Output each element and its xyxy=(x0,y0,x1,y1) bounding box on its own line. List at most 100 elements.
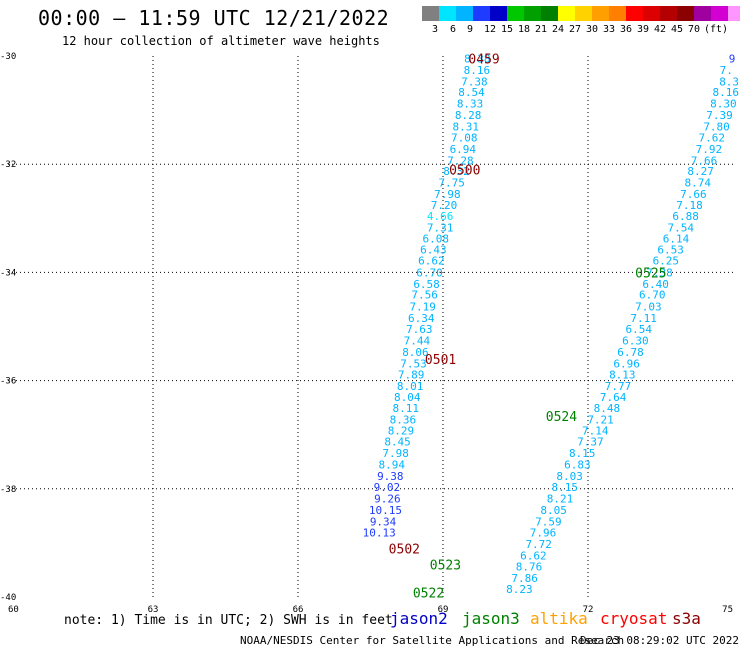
swh-value-label: 6.78 xyxy=(617,346,644,359)
colorbar-label: 24 xyxy=(552,24,565,35)
colorbar-swatch xyxy=(524,6,541,21)
swh-value-label: 8.04 xyxy=(394,391,421,404)
swh-value-label: 8.21 xyxy=(547,493,574,506)
colorbar-swatch xyxy=(711,6,728,21)
swh-value-label: 10.13 xyxy=(363,527,396,540)
swh-value-label: 8.45 xyxy=(384,436,411,449)
swh-value-label: 7.19 xyxy=(409,300,436,313)
swh-value-label: 7.77 xyxy=(605,380,632,393)
swh-value-label: 7.66 xyxy=(680,188,707,201)
colorbar-label: 15 xyxy=(501,24,514,35)
lat-tick-label: -30 xyxy=(0,52,16,62)
lon-tick-label: 63 xyxy=(148,605,159,615)
swh-value-label: 7.63 xyxy=(406,323,433,336)
swh-value-label: 6.34 xyxy=(408,312,435,325)
swh-value-label: 6.62 xyxy=(520,549,547,562)
colorbar-label: 21 xyxy=(535,24,548,35)
swh-value-label: 7.18 xyxy=(676,199,703,212)
colorbar-label: 3 xyxy=(432,24,439,35)
colorbar-label: 27 xyxy=(569,24,582,35)
pass-time-label: 0525 xyxy=(635,266,666,281)
swh-value-label: 8.11 xyxy=(393,402,420,415)
colorbar-swatch xyxy=(558,6,575,21)
swh-value-label: 9.26 xyxy=(374,493,401,506)
lon-tick-label: 69 xyxy=(438,605,449,615)
swh-value-label: 7.14 xyxy=(582,424,609,437)
colorbar-swatch xyxy=(677,6,694,21)
swh-value-label: 8.48 xyxy=(594,402,621,415)
pass-time-label: 0500 xyxy=(449,164,480,179)
colorbar-swatch xyxy=(728,6,740,21)
swh-value-label: 6.83 xyxy=(564,458,591,471)
swh-value-label: 7.38 xyxy=(461,75,488,88)
colorbar-label: 9 xyxy=(467,24,474,35)
swh-value-label: 8.29 xyxy=(388,424,415,437)
colorbar-swatch xyxy=(456,6,473,21)
swh-value-label: 8.28 xyxy=(455,109,482,122)
swh-value-label: 8.13 xyxy=(609,369,636,382)
generated-timestamp: Dec 23 08:29:02 UTC 2022 xyxy=(580,634,739,647)
swh-value-label: 6.25 xyxy=(653,254,680,267)
lon-tick-label: 66 xyxy=(293,605,304,615)
swh-value-label: 7.98 xyxy=(382,447,409,460)
swh-value-label: 7.11 xyxy=(630,312,657,325)
swh-value-label: 7.66 xyxy=(691,154,718,167)
swh-value-label: 6.53 xyxy=(657,244,684,257)
colorbar-swatch xyxy=(422,6,439,21)
swh-value-label: 8.01 xyxy=(397,380,424,393)
swh-value-label: 6.54 xyxy=(626,323,653,336)
swh-value-label: 8.05 xyxy=(540,504,567,517)
credit-line: NOAA/NESDIS Center for Satellite Applica… xyxy=(240,634,625,647)
colorbar-label: 36 xyxy=(620,24,633,35)
swh-value-label: 8.03 xyxy=(556,470,583,483)
swh-value-label: 6.40 xyxy=(642,278,669,291)
colorbar-label: 30 xyxy=(586,24,599,35)
swh-value-label: 6.88 xyxy=(672,210,699,223)
swh-value-label: 6.30 xyxy=(622,335,649,348)
swh-value-label: 7.75 xyxy=(438,177,465,190)
swh-value-label: 8.38 xyxy=(464,53,491,66)
lon-tick-label: 72 xyxy=(583,605,594,615)
swh-value-label: 7.31 xyxy=(427,221,454,234)
colorbar-label: 6 xyxy=(450,24,457,35)
swh-value-label: 7.37 xyxy=(577,436,604,449)
colorbar-swatch xyxy=(609,6,626,21)
legend-s3a: s3a xyxy=(672,609,701,628)
swh-value-label: 9 xyxy=(729,53,736,66)
pass-time-label: 0501 xyxy=(425,353,456,368)
swh-value-label: 8.33 xyxy=(457,98,484,111)
colorbar-swatch xyxy=(473,6,490,21)
colorbar-swatch xyxy=(575,6,592,21)
pass-time-label: 0523 xyxy=(430,559,461,574)
swh-value-label: 6.62 xyxy=(418,254,445,267)
swh-value-label: 8.16 xyxy=(464,64,491,77)
swh-value-label: 10.15 xyxy=(369,504,402,517)
swh-value-label: 7.53 xyxy=(400,357,427,370)
swh-value-label: 7.64 xyxy=(600,391,627,404)
swh-value-label: 8.94 xyxy=(379,458,406,471)
swh-value-label: 7.62 xyxy=(698,132,725,145)
swh-value-label: 7.20 xyxy=(431,199,458,212)
lat-tick-label: -38 xyxy=(0,485,16,495)
swh-value-label: 7.72 xyxy=(525,538,552,551)
swh-value-label: 6.70 xyxy=(639,289,666,302)
lat-tick-label: -36 xyxy=(0,377,16,387)
swh-value-label: 7.38 xyxy=(646,266,673,279)
colorbar-label: 18 xyxy=(518,24,531,35)
swh-value-label: 8.32 xyxy=(443,165,470,178)
colorbar-swatch xyxy=(660,6,677,21)
swh-value-label: 6.43 xyxy=(420,244,447,257)
swh-value-label: 7.56 xyxy=(411,289,438,302)
legend-cryosat: cryosat xyxy=(600,609,668,628)
swh-value-label: 4.66 xyxy=(427,210,454,223)
colorbar-swatch xyxy=(490,6,507,21)
colorbar-label: (ft) xyxy=(704,24,729,35)
lat-tick-label: -32 xyxy=(0,160,16,170)
swh-value-label: 6.08 xyxy=(423,232,450,245)
swh-value-label: 8.27 xyxy=(687,165,714,178)
swh-value-label: 7.98 xyxy=(434,188,461,201)
swh-value-label: 8.16 xyxy=(713,86,740,99)
swh-value-label: 7.80 xyxy=(703,120,730,133)
lat-tick-label: -40 xyxy=(0,593,16,603)
